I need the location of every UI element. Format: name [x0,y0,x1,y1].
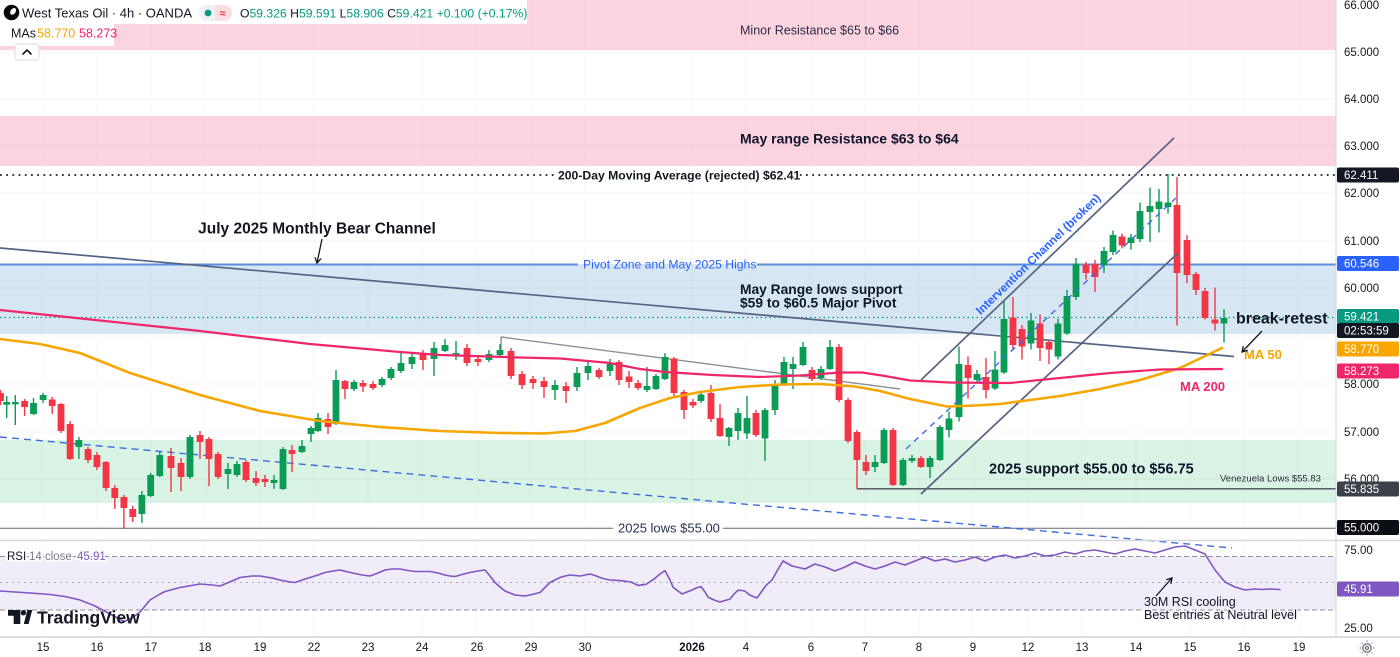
svg-text:02:53:59: 02:53:59 [1344,326,1389,338]
svg-text:14: 14 [1130,642,1143,654]
svg-text:75.00: 75.00 [1344,545,1373,557]
svg-text:61.000: 61.000 [1344,236,1379,248]
svg-text:18: 18 [199,642,212,654]
svg-text:7: 7 [862,642,868,654]
svg-text:Best entries at Neutral level: Best entries at Neutral level [1144,608,1297,622]
svg-text:60.546: 60.546 [1344,259,1379,271]
svg-text:6: 6 [808,642,814,654]
svg-text:break-retest: break-retest [1236,311,1328,328]
svg-text:23: 23 [362,642,375,654]
svg-text:Minor Resistance $65 to $66: Minor Resistance $65 to $66 [740,24,899,38]
svg-text:19: 19 [254,642,267,654]
svg-text:May Range lows support: May Range lows support [740,282,903,297]
svg-text:MA 50: MA 50 [1244,347,1282,362]
svg-text:15: 15 [37,642,50,654]
svg-text:30M RSI cooling: 30M RSI cooling [1144,595,1236,609]
svg-text:July 2025 Monthly Bear Channel: July 2025 Monthly Bear Channel [198,221,436,238]
svg-text:29: 29 [525,642,538,654]
svg-text:22: 22 [308,642,321,654]
svg-text:66.000: 66.000 [1344,0,1379,12]
svg-text:55.000: 55.000 [1344,523,1379,535]
svg-text:2025 support $55.00 to $56.75: 2025 support $55.00 to $56.75 [989,462,1194,478]
svg-text:TradingView: TradingView [37,608,140,628]
svg-text:16: 16 [1238,642,1251,654]
svg-text:RSI: RSI [7,551,26,563]
svg-text:15: 15 [1184,642,1197,654]
svg-text:55.835: 55.835 [1344,484,1379,496]
svg-text:≈: ≈ [219,8,225,20]
svg-text:2026: 2026 [679,642,705,654]
svg-text:O59.326 H59.591 L58.906 C59.42: O59.326 H59.591 L58.906 C59.421 +0.100 (… [240,7,527,21]
svg-text:26: 26 [471,642,484,654]
svg-text:16: 16 [91,642,104,654]
svg-text:58.770: 58.770 [1344,344,1379,356]
svg-text:30: 30 [579,642,592,654]
svg-text:Venezuela Lows $55.83: Venezuela Lows $55.83 [1220,474,1321,485]
svg-text:MA 200: MA 200 [1180,379,1225,394]
svg-text:12: 12 [1022,642,1035,654]
svg-text:$59 to $60.5 Major Pivot: $59 to $60.5 Major Pivot [740,296,897,311]
svg-text:8: 8 [916,642,922,654]
svg-text:25.00: 25.00 [1344,623,1373,635]
svg-text:45.91: 45.91 [1344,584,1373,596]
svg-text:58.770: 58.770 [37,27,75,41]
svg-text:58.273: 58.273 [79,27,117,41]
svg-text:59.421: 59.421 [1344,312,1379,324]
svg-text:57.000: 57.000 [1344,427,1379,439]
svg-text:2025 lows $55.00: 2025 lows $55.00 [618,521,720,536]
svg-text:24: 24 [416,642,429,654]
svg-text:19: 19 [1293,642,1306,654]
svg-text:58.000: 58.000 [1344,379,1379,391]
svg-text:62.411: 62.411 [1344,170,1378,182]
svg-text:13: 13 [1076,642,1089,654]
svg-text:63.000: 63.000 [1344,141,1379,153]
svg-text:62.000: 62.000 [1344,188,1379,200]
svg-text:200-Day Moving Average (reject: 200-Day Moving Average (rejected) $62.41 [558,169,801,183]
svg-text:West Texas Oil · 4h · OANDA: West Texas Oil · 4h · OANDA [22,6,192,21]
svg-text:64.000: 64.000 [1344,94,1379,106]
svg-text:4: 4 [743,642,750,654]
svg-text:Pivot Zone and May 2025 Highs: Pivot Zone and May 2025 Highs [583,258,756,272]
svg-text:60.000: 60.000 [1344,283,1379,295]
svg-text:May range Resistance $63 to $6: May range Resistance $63 to $64 [740,131,959,147]
svg-text:45.91: 45.91 [77,551,106,563]
svg-text:58.273: 58.273 [1344,366,1379,378]
svg-text:65.000: 65.000 [1344,47,1379,59]
svg-text:9: 9 [970,642,976,654]
svg-text:MAs: MAs [11,27,36,41]
svg-text:17: 17 [145,642,158,654]
svg-text:14 close: 14 close [29,551,72,563]
